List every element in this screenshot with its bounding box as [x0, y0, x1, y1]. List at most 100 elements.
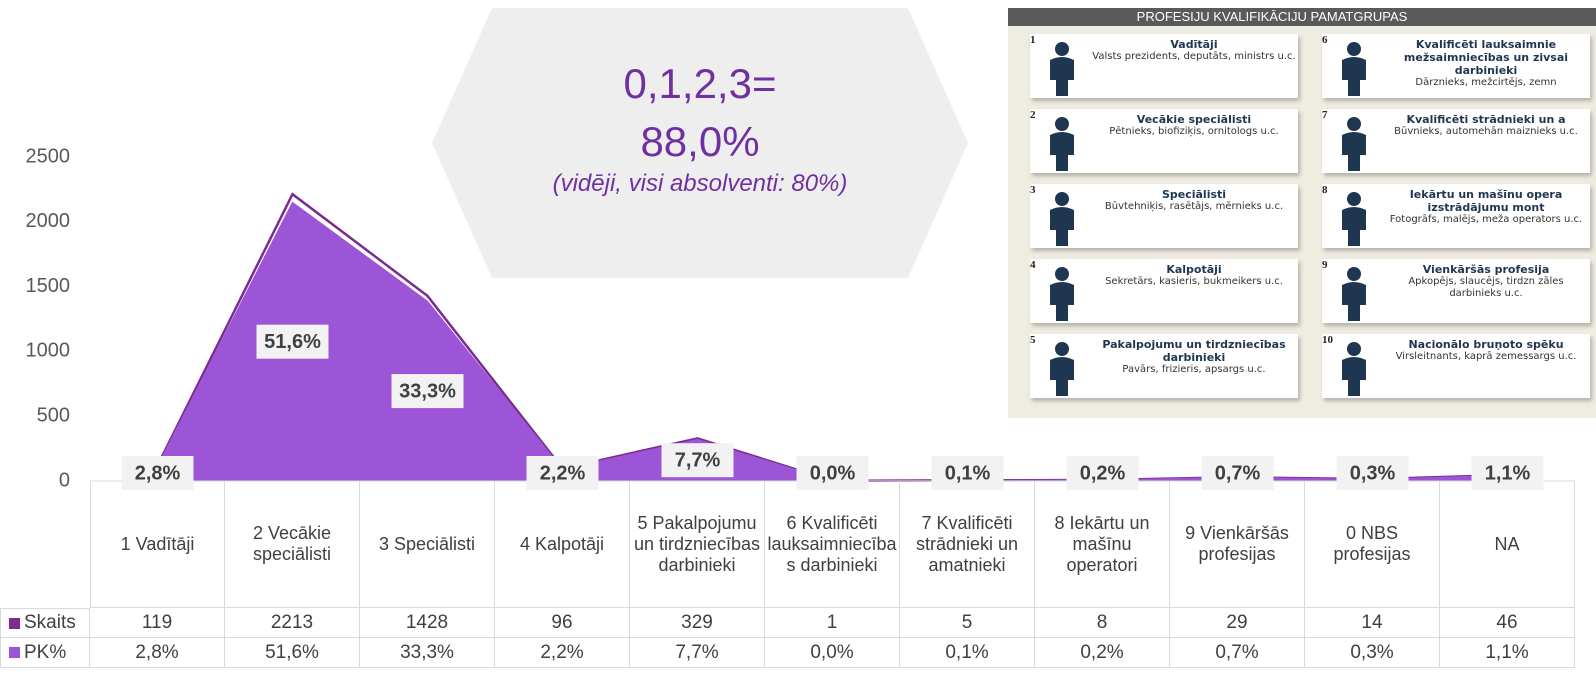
card: 6 Kvalificēti lauksaimnie mežsaimniecības… — [1322, 34, 1590, 98]
legend-label: PK% — [24, 642, 66, 664]
card-icon — [1042, 340, 1082, 396]
x-tick-label: 4 Kalpotāji — [495, 481, 630, 608]
card-icon — [1334, 115, 1374, 171]
card: 7 Kvalificēti strādnieki un aBūvnieks, au… — [1322, 109, 1590, 173]
card-text: Kvalificēti lauksaimnie mežsaimniecības … — [1382, 38, 1590, 89]
table-cell: 1,1% — [1440, 638, 1575, 668]
card-number: 8 — [1322, 184, 1328, 196]
card-icon — [1334, 265, 1374, 321]
table-cell: 0,0% — [765, 638, 900, 668]
card-title: Pakalpojumu un tirdzniecības darbinieki — [1090, 338, 1298, 364]
table-cell: 0,3% — [1305, 638, 1440, 668]
y-tick-label: 1000 — [26, 340, 71, 362]
card-title: Nacionālo bruņoto spēku — [1382, 338, 1590, 351]
y-tick-label: 2000 — [26, 210, 71, 232]
legend-item: PK% — [0, 638, 90, 668]
card-subtitle: Būvtehniķis, rasētājs, mērnieks u.c. — [1090, 201, 1298, 213]
legend-label: Skaits — [24, 612, 76, 634]
table-cell: 5 — [900, 608, 1035, 638]
card-subtitle: Dārznieks, mežcirtējs, zemn — [1382, 77, 1590, 89]
card: 3 SpeciālistiBūvtehniķis, rasētājs, mērni… — [1030, 184, 1298, 248]
card-title: Kvalificēti lauksaimnie mežsaimniecības … — [1382, 38, 1590, 77]
table-cell: 1428 — [360, 608, 495, 638]
x-tick-label: NA — [1440, 481, 1575, 608]
y-tick-label: 2500 — [26, 145, 71, 167]
table-cell: 29 — [1170, 608, 1305, 638]
x-tick-label: 1 Vadītāji — [90, 481, 225, 608]
card-icon — [1334, 40, 1374, 96]
card: 9 Vienkāršās profesijaApkopējs, slaucējs,… — [1322, 259, 1590, 323]
table-cell: 14 — [1305, 608, 1440, 638]
card-subtitle: Pavārs, frizieris, apsargs u.c. — [1090, 364, 1298, 376]
infographic-title: PROFESIJU KVALIFIKĀCIJU PAMATGRUPAS — [1008, 8, 1596, 26]
card-icon — [1042, 265, 1082, 321]
card-subtitle: Fotogrāfs, malējs, meža operators u.c. — [1382, 214, 1590, 226]
card-text: Vecākie speciālistiPētnieks, biofiziķis,… — [1090, 113, 1298, 138]
card-title: Iekārtu un mašīnu opera izstrādājumu mon… — [1382, 188, 1590, 214]
callout-note: (vidēji, visi absolventi: 80%) — [432, 170, 968, 198]
card-title: Vecākie speciālisti — [1090, 113, 1298, 126]
card-subtitle: Virsleitnants, kaprā zemessargs u.c. — [1382, 351, 1590, 363]
card-subtitle: Sekretārs, kasieris, bukmeikers u.c. — [1090, 276, 1298, 288]
card-text: Iekārtu un mašīnu opera izstrādājumu mon… — [1382, 188, 1590, 226]
card-icon — [1334, 190, 1374, 246]
legend-swatch — [9, 647, 20, 658]
y-tick-label: 1500 — [26, 275, 71, 297]
table-cell: 8 — [1035, 608, 1170, 638]
callout-line: 0,1,2,3= — [432, 60, 968, 108]
card-subtitle: Būvnieks, automehān maiznieks u.c. — [1382, 126, 1590, 138]
card: 5 Pakalpojumu un tirdzniecības darbinieki… — [1030, 334, 1298, 398]
y-tick-label: 500 — [37, 404, 70, 426]
table-cell: 51,6% — [225, 638, 360, 668]
card-number: 9 — [1322, 259, 1328, 271]
card-number: 6 — [1322, 34, 1328, 46]
card-title: Vadītāji — [1090, 38, 1298, 51]
table-cell: 96 — [495, 608, 630, 638]
x-tick-label: 2 Vecākie speciālisti — [225, 481, 360, 608]
card-number: 5 — [1030, 334, 1036, 346]
table-cell: 119 — [90, 608, 225, 638]
table-cell: 1 — [765, 608, 900, 638]
card-title: Vienkāršās profesija — [1382, 263, 1590, 276]
infographic: PROFESIJU KVALIFIKĀCIJU PAMATGRUPAS 1 Vad… — [1008, 8, 1596, 418]
card-number: 4 — [1030, 259, 1036, 271]
x-tick-label: 8 Iekārtu un mašīnu operatori — [1035, 481, 1170, 608]
x-tick-label: 7 Kvalificēti strādnieki un amatnieki — [900, 481, 1035, 608]
card-number: 1 — [1030, 34, 1036, 46]
legend-swatch — [9, 618, 20, 629]
card-title: Speciālisti — [1090, 188, 1298, 201]
table-cell: 2213 — [225, 608, 360, 638]
card-number: 10 — [1322, 334, 1333, 346]
card: 10 Nacionālo bruņoto spēkuVirsleitnants, … — [1322, 334, 1590, 398]
card-number: 7 — [1322, 109, 1328, 121]
card-icon — [1042, 40, 1082, 96]
data-label: 7,7% — [675, 449, 721, 471]
card-subtitle: Valsts prezidents, deputāts, ministrs u.… — [1090, 51, 1298, 63]
x-tick-label: 0 NBS profesijas — [1305, 481, 1440, 608]
x-tick-label: 5 Pakalpojumu un tirdzniecības darbiniek… — [630, 481, 765, 608]
card-number: 3 — [1030, 184, 1036, 196]
x-tick-label: 6 Kvalificēti lauksaimniecības darbiniek… — [765, 481, 900, 608]
card-title: Kvalificēti strādnieki un a — [1382, 113, 1590, 126]
table-cell: 46 — [1440, 608, 1575, 638]
card-icon — [1334, 340, 1374, 396]
callout: 0,1,2,3= 88,0% (vidēji, visi absolventi:… — [432, 8, 968, 278]
card-subtitle: Pētnieks, biofiziķis, ornitologs u.c. — [1090, 126, 1298, 138]
y-tick-label: 0 — [59, 469, 70, 491]
table-cell: 2,8% — [90, 638, 225, 668]
card-text: Kvalificēti strādnieki un aBūvnieks, aut… — [1382, 113, 1590, 138]
table-cell: 33,3% — [360, 638, 495, 668]
data-label: 51,6% — [264, 331, 321, 353]
x-tick-label: 9 Vienkāršās profesijas — [1170, 481, 1305, 608]
card-title: Kalpotāji — [1090, 263, 1298, 276]
table-cell: 7,7% — [630, 638, 765, 668]
legend-item: Skaits — [0, 608, 90, 638]
